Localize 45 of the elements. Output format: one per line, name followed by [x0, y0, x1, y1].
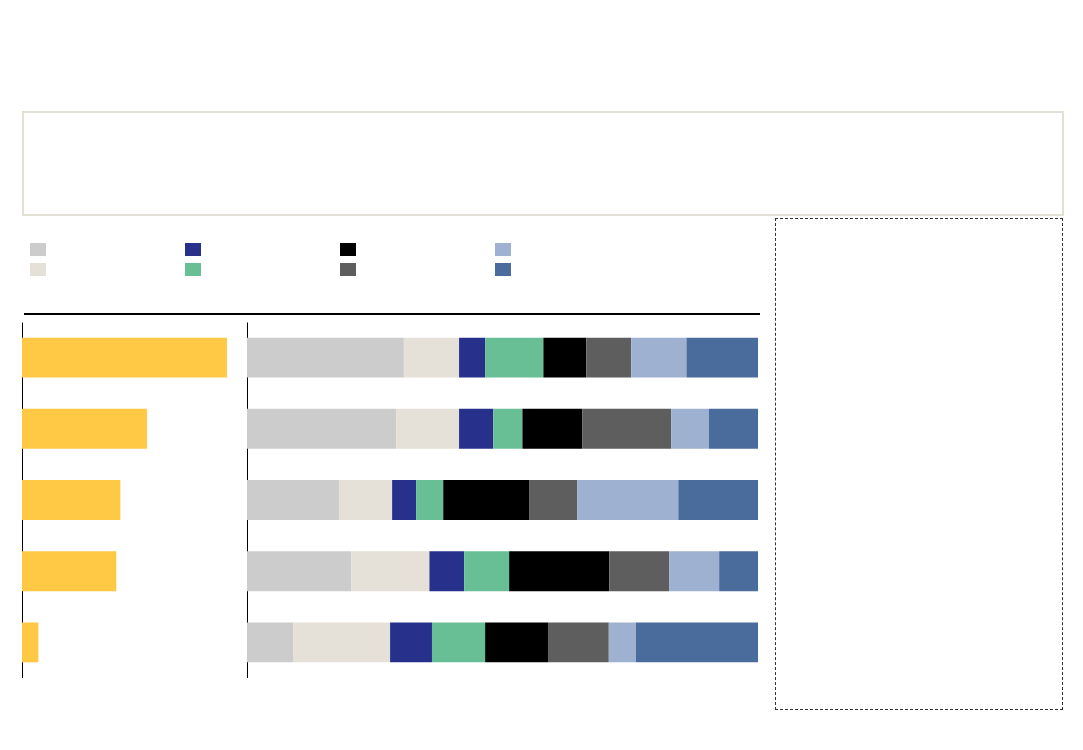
bar: [247, 337, 404, 378]
bar: [582, 408, 672, 449]
bar: [509, 551, 610, 592]
bar: [671, 408, 709, 449]
bar: [338, 480, 393, 520]
bar: [459, 337, 486, 378]
bar: [247, 480, 339, 520]
bar: [247, 551, 352, 592]
bar: [443, 480, 530, 520]
bar: [686, 337, 758, 378]
bar: [351, 551, 430, 592]
bar: [464, 551, 510, 592]
bar: [292, 622, 391, 663]
bar: [431, 622, 486, 663]
bar: [22, 551, 117, 592]
bar: [22, 622, 39, 663]
bar: [459, 408, 494, 449]
bar: [390, 622, 432, 663]
bar: [22, 337, 227, 378]
bar: [392, 480, 417, 520]
bar: [403, 337, 460, 378]
bar: [22, 480, 121, 520]
bar: [635, 622, 758, 663]
bar: [247, 622, 293, 663]
bar: [396, 408, 460, 449]
bar: [577, 480, 679, 520]
bar: [669, 551, 720, 592]
bar: [485, 622, 548, 663]
bar: [429, 551, 465, 592]
bar: [678, 480, 758, 520]
bar: [609, 551, 670, 592]
bar: [719, 551, 758, 592]
bar: [416, 480, 444, 520]
bar: [529, 480, 578, 520]
bar: [522, 408, 583, 449]
bar: [608, 622, 636, 663]
bar: [631, 337, 687, 378]
bar: [493, 408, 523, 449]
bar: [543, 337, 587, 378]
bar: [547, 622, 609, 663]
bar: [247, 408, 397, 449]
bar: [586, 337, 632, 378]
bar: [485, 337, 544, 378]
bar: [708, 408, 758, 449]
bar: [22, 408, 148, 449]
